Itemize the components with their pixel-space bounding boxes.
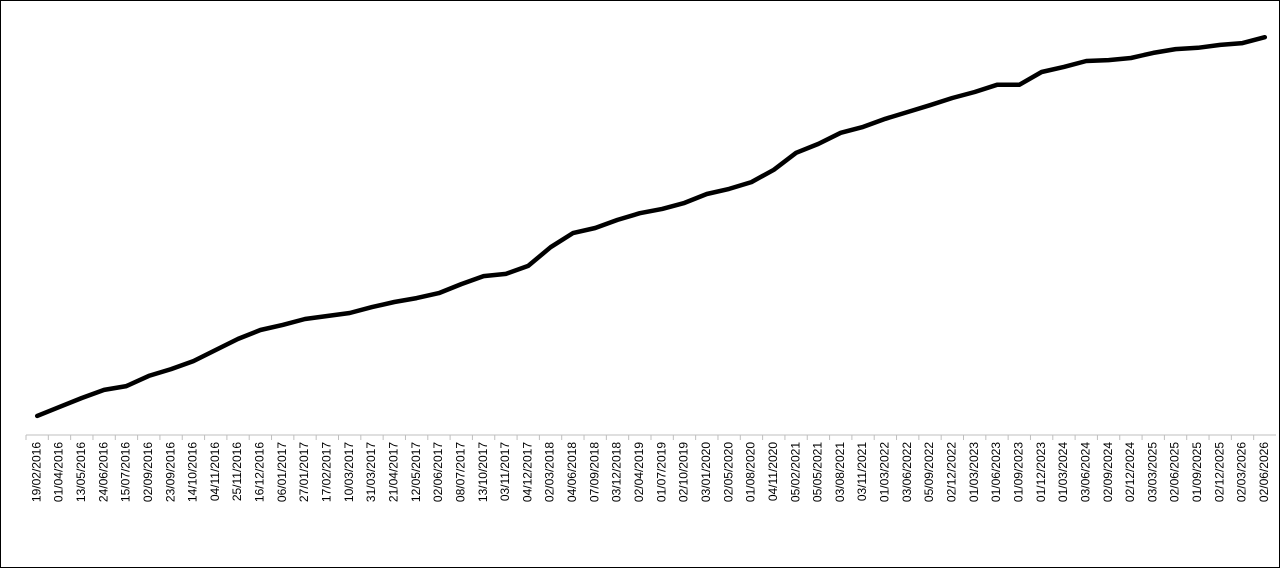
x-tick-label: 12/05/2017 <box>409 442 423 502</box>
x-tick-label: 15/07/2016 <box>119 442 133 502</box>
x-tick-label: 05/05/2021 <box>811 442 825 502</box>
x-tick-label: 19/02/2016 <box>29 442 43 502</box>
x-tick-label: 02/06/2017 <box>431 442 445 502</box>
x-tick-label: 01/06/2023 <box>989 442 1003 502</box>
x-tick-label: 04/06/2018 <box>565 442 579 502</box>
x-tick-label: 03/01/2020 <box>699 442 713 502</box>
x-tick-label: 13/05/2016 <box>74 442 88 502</box>
x-tick-label: 01/03/2023 <box>967 442 981 502</box>
x-tick-label: 02/10/2019 <box>677 442 691 502</box>
x-tick-label: 25/11/2016 <box>230 442 244 501</box>
x-tick-label: 03/12/2018 <box>610 442 624 502</box>
x-tick-label: 01/09/2023 <box>1011 442 1025 502</box>
x-tick-label: 13/10/2017 <box>476 442 490 502</box>
x-tick-label: 02/09/2016 <box>141 442 155 502</box>
x-tick-label: 02/04/2019 <box>632 442 646 502</box>
x-tick-label: 02/12/2024 <box>1123 442 1137 502</box>
x-tick-label: 04/11/2016 <box>208 442 222 501</box>
x-tick-label: 03/06/2022 <box>900 442 914 502</box>
x-tick-label: 14/10/2016 <box>186 442 200 502</box>
x-tick-label: 23/09/2016 <box>163 442 177 502</box>
x-tick-label: 02/03/2018 <box>543 442 557 502</box>
x-tick-label: 07/09/2018 <box>587 442 601 502</box>
x-tick-label: 17/02/2017 <box>320 442 334 502</box>
x-tick-label: 16/12/2016 <box>253 442 267 502</box>
x-tick-label: 31/03/2017 <box>364 442 378 502</box>
x-tick-label: 21/04/2017 <box>386 442 400 502</box>
x-tick-label: 01/03/2022 <box>878 442 892 502</box>
x-tick-label: 24/06/2016 <box>96 442 110 502</box>
x-tick-label: 02/06/2026 <box>1257 442 1271 502</box>
x-tick-label: 06/01/2017 <box>275 442 289 502</box>
x-tick-label: 05/02/2021 <box>788 442 802 502</box>
x-tick-label: 01/09/2025 <box>1190 442 1204 502</box>
x-tick-label: 01/04/2016 <box>52 442 66 502</box>
x-tick-label: 04/12/2017 <box>520 442 534 502</box>
x-tick-label: 27/01/2017 <box>297 442 311 502</box>
x-tick-label: 05/09/2022 <box>922 442 936 502</box>
x-tick-label: 01/12/2023 <box>1034 442 1048 502</box>
x-tick-label: 10/03/2017 <box>342 442 356 502</box>
x-tick-label: 01/08/2020 <box>744 442 758 502</box>
x-tick-label: 03/08/2021 <box>833 442 847 502</box>
x-tick-label: 02/06/2025 <box>1168 442 1182 502</box>
x-tick-label: 02/05/2020 <box>721 442 735 502</box>
x-tick-label: 02/09/2024 <box>1101 442 1115 502</box>
x-tick-label: 01/03/2024 <box>1056 442 1070 502</box>
x-tick-label: 03/11/2017 <box>498 442 512 501</box>
x-tick-label: 02/03/2026 <box>1235 442 1249 502</box>
line <box>34 34 1268 419</box>
x-tick-label: 01/07/2019 <box>654 442 668 502</box>
x-tick-label: 04/11/2020 <box>766 442 780 501</box>
x-tick-label: 03/03/2025 <box>1145 442 1159 502</box>
x-tick-label: 03/11/2021 <box>855 442 869 501</box>
x-tick-label: 03/06/2024 <box>1078 442 1092 502</box>
x-tick-label: 08/07/2017 <box>453 442 467 502</box>
x-tick-label: 02/12/2022 <box>945 442 959 502</box>
x-tick-label: 02/12/2025 <box>1212 442 1226 502</box>
